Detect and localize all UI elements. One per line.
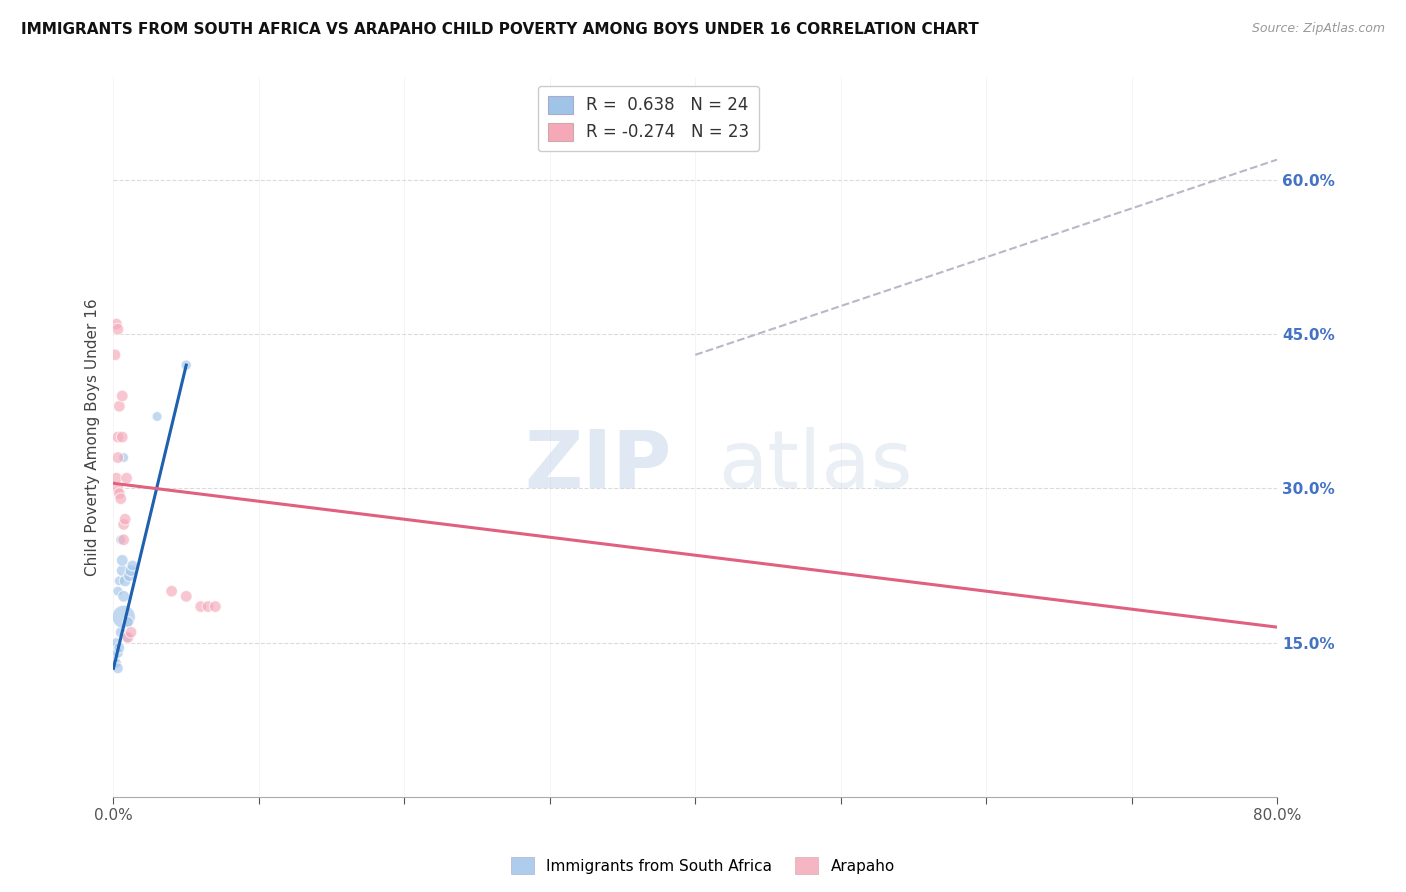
Legend: Immigrants from South Africa, Arapaho: Immigrants from South Africa, Arapaho <box>505 851 901 880</box>
Text: ZIP: ZIP <box>524 427 672 505</box>
Point <box>105 317 128 331</box>
Point <box>104 348 127 362</box>
Point <box>108 574 131 588</box>
Point <box>107 646 129 660</box>
Point <box>110 491 132 506</box>
Point <box>107 322 129 336</box>
Point <box>112 450 135 465</box>
Point <box>104 640 127 655</box>
Point <box>107 482 129 496</box>
Point <box>105 471 128 485</box>
Text: Source: ZipAtlas.com: Source: ZipAtlas.com <box>1251 22 1385 36</box>
Point <box>110 533 132 547</box>
Point <box>108 640 131 655</box>
Point <box>114 512 136 526</box>
Text: IMMIGRANTS FROM SOUTH AFRICA VS ARAPAHO CHILD POVERTY AMONG BOYS UNDER 16 CORREL: IMMIGRANTS FROM SOUTH AFRICA VS ARAPAHO … <box>21 22 979 37</box>
Text: atlas: atlas <box>718 427 912 505</box>
Point <box>146 409 169 424</box>
Point <box>115 631 138 645</box>
Point <box>111 430 134 444</box>
Point <box>112 590 135 604</box>
Point <box>111 564 134 578</box>
Point <box>120 625 142 640</box>
Point <box>108 399 131 413</box>
Point <box>111 553 134 567</box>
Point <box>121 558 143 573</box>
Point <box>107 450 129 465</box>
Point <box>105 656 128 670</box>
Point <box>190 599 212 614</box>
Point <box>112 517 135 532</box>
Point <box>174 590 197 604</box>
Point <box>108 486 131 500</box>
Point <box>107 661 129 675</box>
Y-axis label: Child Poverty Among Boys Under 16: Child Poverty Among Boys Under 16 <box>86 298 100 576</box>
Point <box>104 651 127 665</box>
Point <box>107 584 129 599</box>
Point <box>117 615 139 629</box>
Point <box>105 635 128 649</box>
Point <box>107 430 129 444</box>
Point <box>174 358 197 372</box>
Point <box>112 533 135 547</box>
Point <box>112 610 135 624</box>
Point <box>204 599 226 614</box>
Point <box>115 471 138 485</box>
Point <box>197 599 219 614</box>
Point <box>120 564 142 578</box>
Point <box>117 631 139 645</box>
Point <box>160 584 183 599</box>
Point <box>118 568 141 582</box>
Legend: R =  0.638   N = 24, R = -0.274   N = 23: R = 0.638 N = 24, R = -0.274 N = 23 <box>538 86 759 152</box>
Point <box>114 574 136 588</box>
Point <box>110 625 132 640</box>
Point <box>111 389 134 403</box>
